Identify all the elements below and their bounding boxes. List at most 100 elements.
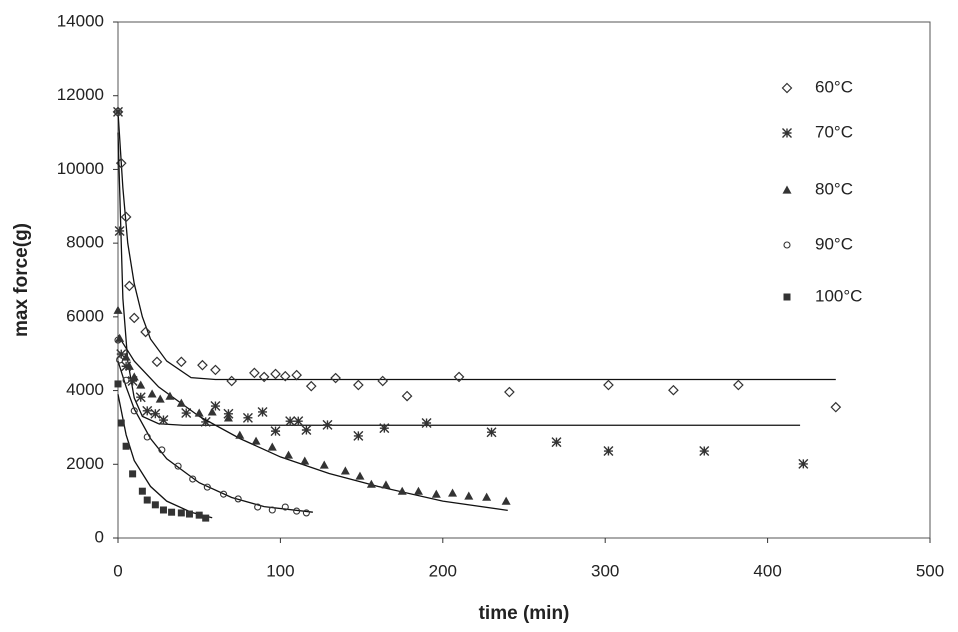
data-point bbox=[114, 225, 125, 236]
data-point bbox=[151, 501, 159, 509]
data-point bbox=[129, 372, 139, 381]
legend-marker bbox=[782, 185, 792, 194]
data-point bbox=[699, 446, 710, 457]
trendline bbox=[117, 111, 836, 381]
data-point bbox=[285, 416, 296, 427]
data-point bbox=[220, 490, 228, 498]
data-point bbox=[379, 423, 390, 434]
y-tick-label: 4000 bbox=[66, 380, 104, 399]
data-point bbox=[147, 389, 157, 398]
data-point bbox=[830, 401, 842, 413]
data-point bbox=[143, 496, 151, 504]
legend-label: 100°C bbox=[815, 286, 862, 305]
data-point bbox=[174, 462, 182, 470]
data-point bbox=[142, 405, 153, 416]
data-point bbox=[381, 480, 391, 489]
data-point bbox=[235, 430, 245, 439]
data-point bbox=[135, 392, 146, 403]
data-point bbox=[128, 312, 140, 324]
plot-frame bbox=[117, 21, 931, 539]
data-point bbox=[397, 486, 407, 495]
data-point bbox=[448, 488, 458, 497]
data-point bbox=[143, 433, 151, 441]
data-point bbox=[175, 356, 187, 368]
data-point bbox=[177, 509, 185, 517]
data-point bbox=[464, 491, 474, 500]
y-tick-label: 0 bbox=[95, 527, 104, 546]
x-tick-label: 0 bbox=[113, 561, 122, 580]
data-point bbox=[249, 367, 260, 379]
data-point bbox=[127, 375, 138, 386]
data-point bbox=[113, 106, 123, 117]
data-point bbox=[116, 356, 124, 364]
data-point bbox=[330, 372, 341, 384]
data-point bbox=[122, 442, 130, 450]
data-point bbox=[319, 460, 329, 469]
x-tick-label: 300 bbox=[591, 561, 619, 580]
data-point bbox=[202, 514, 210, 522]
data-point bbox=[195, 511, 203, 519]
data-point bbox=[366, 479, 376, 488]
y-tick-label: 10000 bbox=[57, 159, 104, 178]
data-point bbox=[124, 280, 135, 292]
data-point bbox=[281, 503, 289, 511]
data-point bbox=[270, 426, 281, 437]
data-point bbox=[168, 508, 176, 516]
data-point bbox=[140, 326, 151, 338]
data-point bbox=[121, 352, 131, 361]
data-point bbox=[181, 408, 192, 419]
data-point bbox=[798, 458, 809, 469]
data-point bbox=[551, 437, 562, 448]
data-point bbox=[194, 408, 204, 417]
data-point bbox=[158, 415, 169, 426]
y-tick-label: 6000 bbox=[66, 306, 104, 325]
data-point bbox=[185, 510, 193, 518]
data-point bbox=[302, 509, 310, 517]
data-point bbox=[258, 371, 270, 383]
data-point bbox=[207, 407, 217, 416]
data-point bbox=[151, 356, 163, 368]
data-point bbox=[486, 427, 497, 438]
legend-label: 60°C bbox=[815, 77, 853, 96]
data-point bbox=[114, 336, 122, 344]
data-point bbox=[114, 380, 122, 388]
data-point bbox=[270, 368, 281, 380]
data-point bbox=[197, 359, 208, 371]
x-tick-label: 400 bbox=[753, 561, 781, 580]
y-tick-label: 14000 bbox=[57, 11, 104, 30]
data-point bbox=[293, 416, 304, 427]
trendline bbox=[117, 334, 508, 512]
data-point bbox=[120, 211, 132, 223]
data-point bbox=[234, 495, 242, 503]
data-point bbox=[355, 471, 365, 480]
x-tick-label: 100 bbox=[266, 561, 294, 580]
y-tick-label: 2000 bbox=[66, 454, 104, 473]
data-point bbox=[305, 380, 317, 392]
data-point bbox=[158, 446, 166, 454]
data-point bbox=[155, 394, 165, 403]
data-point bbox=[129, 470, 137, 478]
y-axis-title: max force(g) bbox=[11, 223, 32, 337]
data-point bbox=[116, 349, 127, 360]
data-point bbox=[401, 390, 413, 402]
data-point bbox=[268, 506, 276, 514]
data-point bbox=[165, 391, 175, 400]
data-point bbox=[210, 364, 221, 376]
data-point bbox=[136, 380, 146, 389]
data-point bbox=[189, 475, 197, 483]
data-point bbox=[300, 456, 310, 465]
data-point bbox=[159, 506, 167, 514]
data-point bbox=[223, 413, 233, 422]
data-point bbox=[226, 375, 238, 387]
data-point bbox=[340, 466, 350, 475]
data-point bbox=[431, 489, 441, 498]
data-point bbox=[200, 416, 211, 427]
trendline bbox=[117, 360, 313, 513]
data-point bbox=[301, 425, 312, 436]
data-point bbox=[501, 496, 511, 505]
data-point bbox=[413, 486, 423, 495]
data-point bbox=[291, 369, 302, 381]
data-point bbox=[176, 398, 186, 407]
data-point bbox=[279, 370, 291, 382]
x-tick-label: 500 bbox=[916, 561, 944, 580]
